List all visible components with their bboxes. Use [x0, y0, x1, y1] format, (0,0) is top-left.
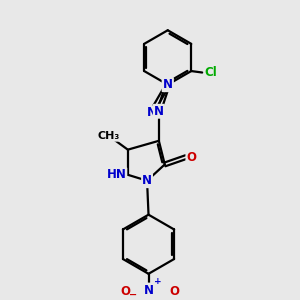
- Text: O: O: [186, 151, 197, 164]
- Text: CH₃: CH₃: [98, 131, 120, 141]
- Text: N: N: [143, 284, 154, 297]
- Text: O: O: [169, 285, 179, 298]
- Text: N: N: [142, 174, 152, 187]
- Text: HN: HN: [106, 168, 126, 181]
- Text: O: O: [120, 285, 130, 298]
- Text: −: −: [129, 290, 137, 300]
- Text: N: N: [163, 78, 173, 91]
- Text: +: +: [154, 277, 161, 286]
- Text: N: N: [154, 105, 164, 118]
- Text: N: N: [146, 106, 157, 119]
- Text: Cl: Cl: [205, 66, 218, 79]
- Text: N: N: [163, 78, 173, 91]
